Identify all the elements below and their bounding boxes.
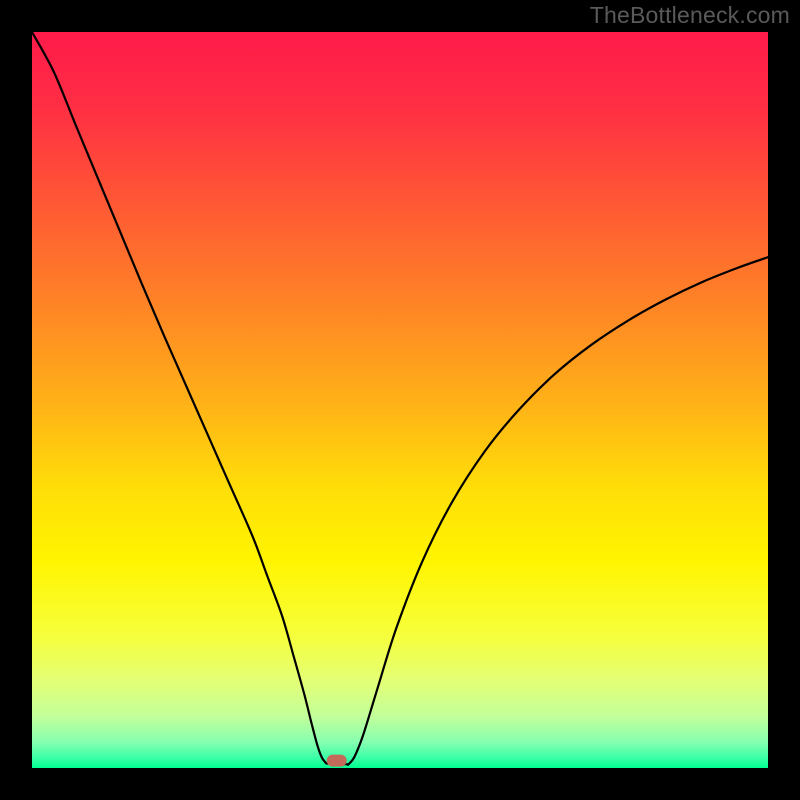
chart-stage: TheBottleneck.com — [0, 0, 800, 800]
plot-background — [32, 32, 768, 768]
bottleneck-chart — [0, 0, 800, 800]
current-value-marker — [327, 755, 347, 767]
watermark-text: TheBottleneck.com — [590, 2, 790, 29]
